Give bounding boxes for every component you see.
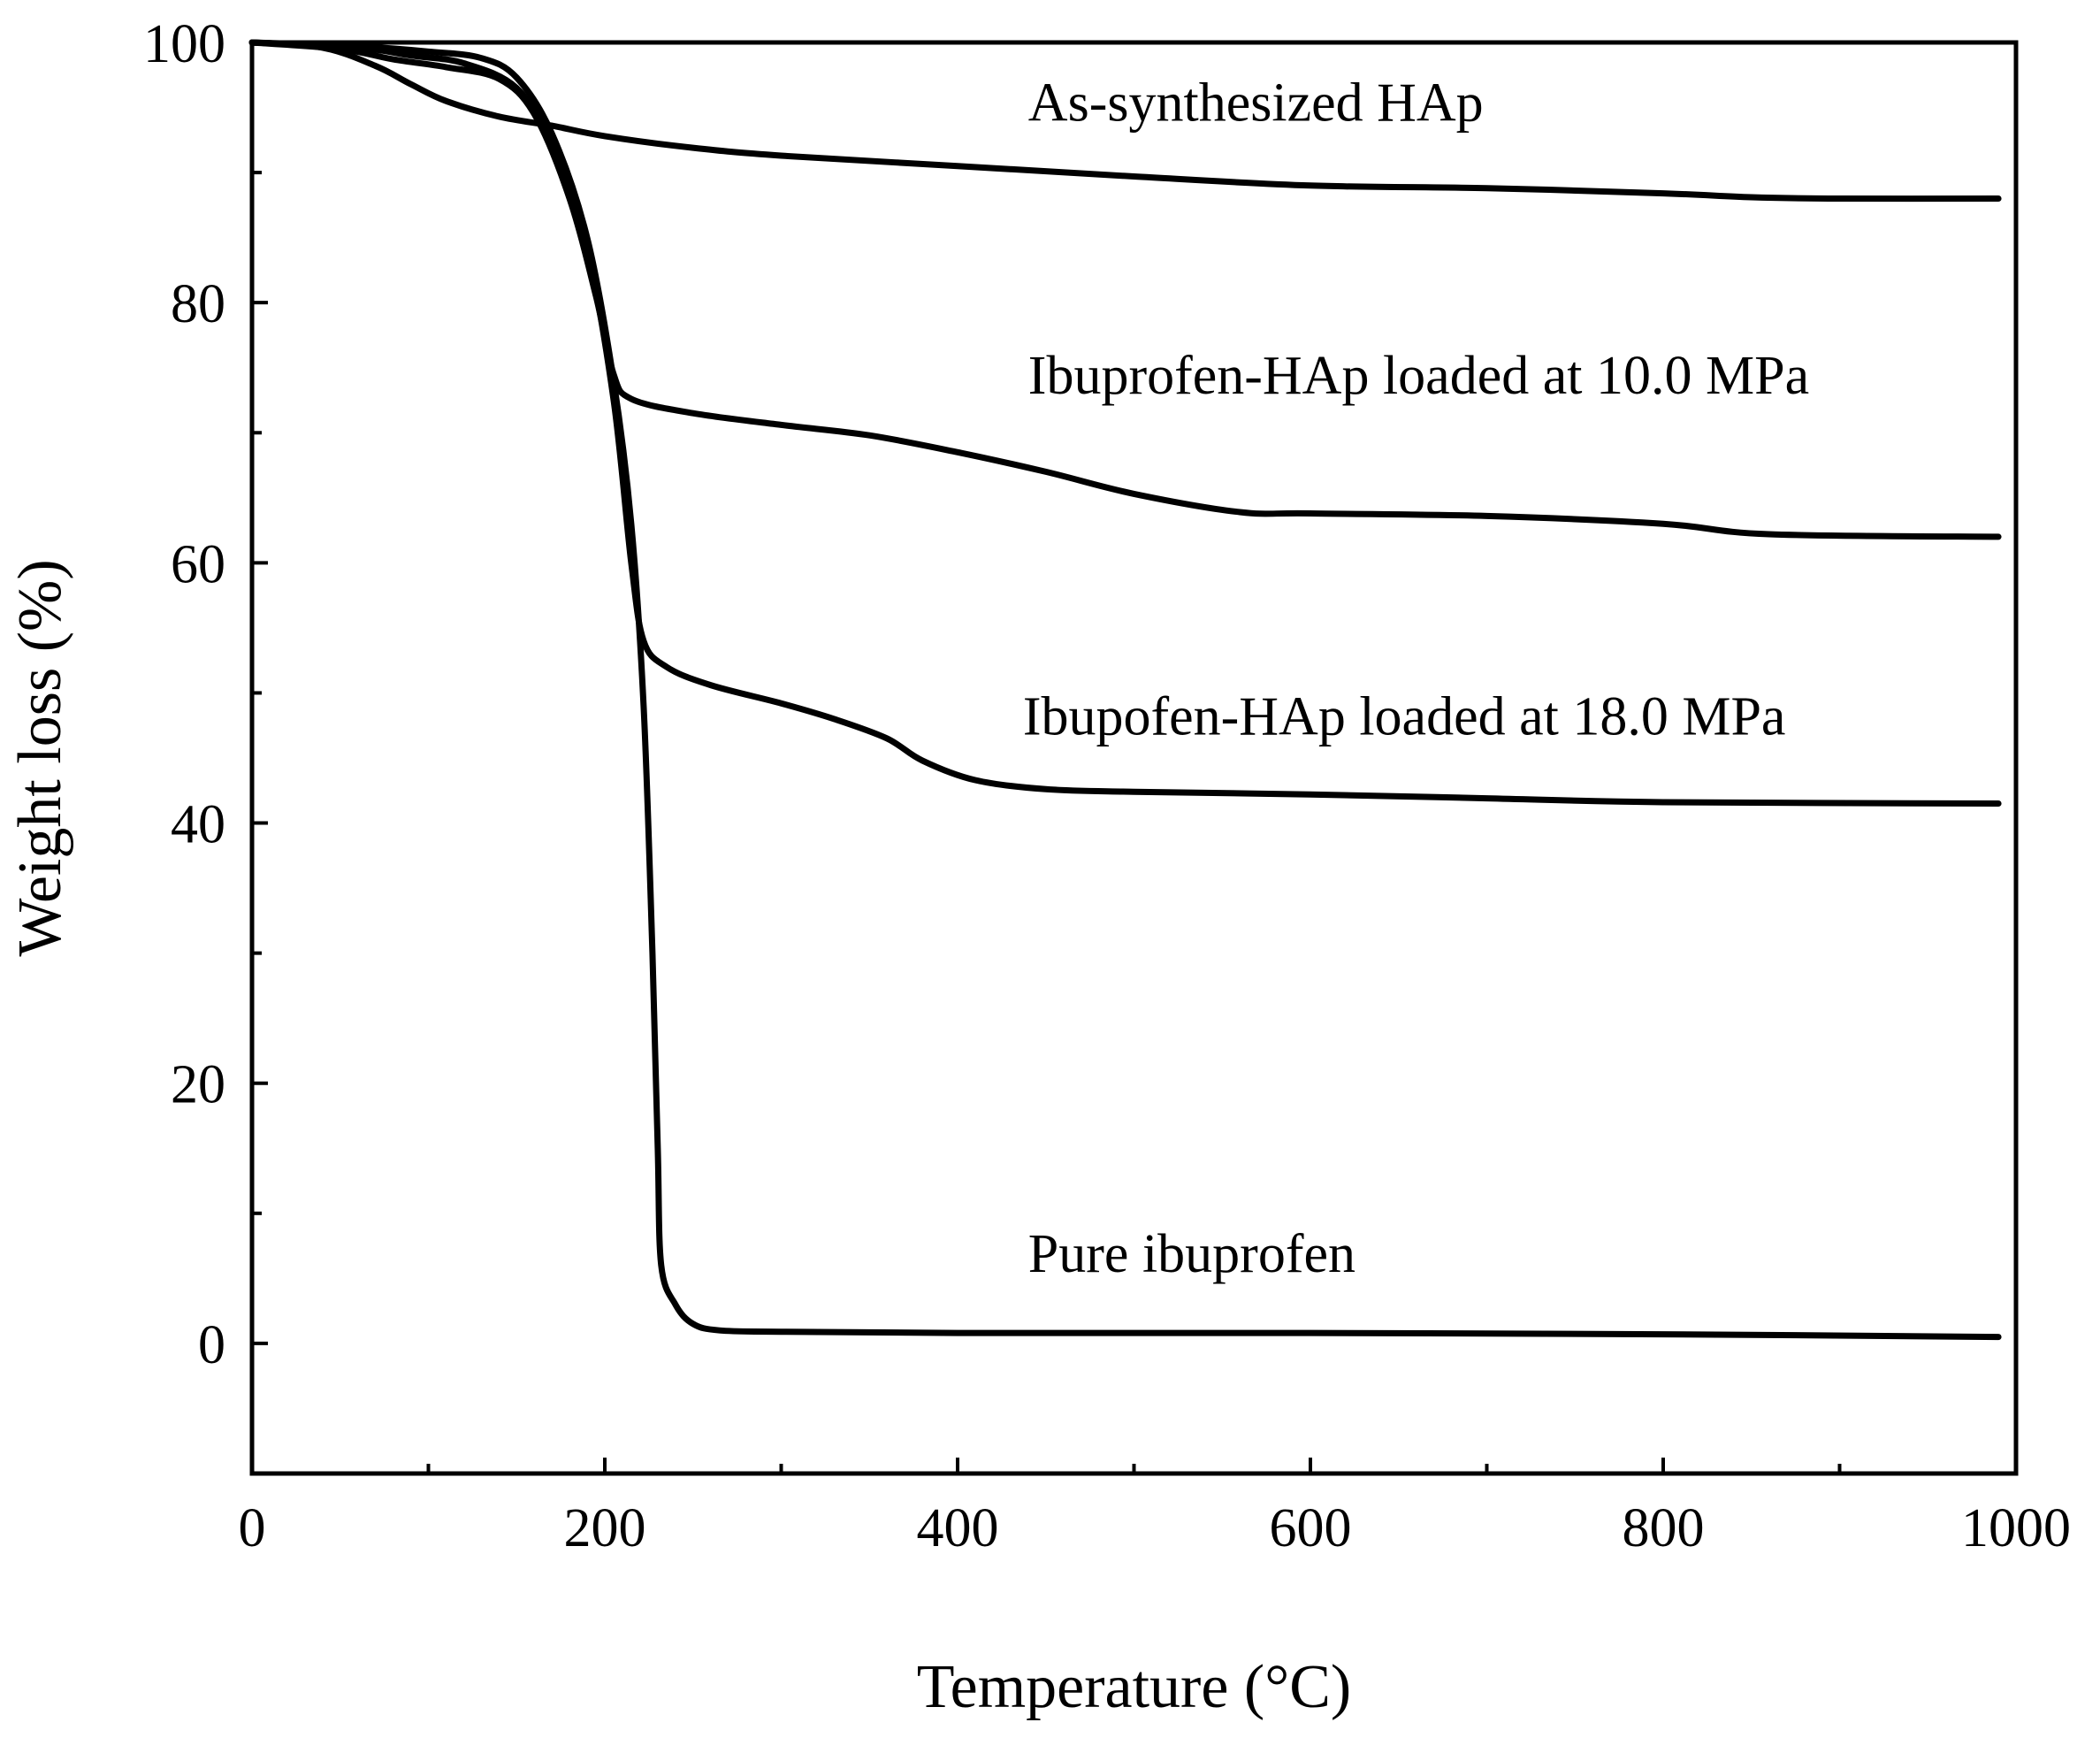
x-tick-label: 200 (564, 1498, 646, 1558)
series-label: As-synthesized HAp (1028, 73, 1484, 133)
y-tick-label: 0 (198, 1315, 225, 1375)
y-tick-label: 20 (171, 1055, 225, 1115)
y-axis-title: Weight loss (%) (6, 559, 74, 956)
series-label: Ibupofen-HAp loaded at 18.0 MPa (1023, 687, 1786, 747)
series-ibupofen-hap-18mpa (248, 39, 2002, 807)
axis-ticks (252, 171, 1842, 1474)
series-labels: As-synthesized HAp Ibuprofen-HAp loaded a… (1023, 73, 1809, 1284)
x-tick-label: 800 (1623, 1498, 1705, 1558)
x-tick-label: 1000 (1961, 1498, 2071, 1558)
x-tick-label: 400 (917, 1498, 999, 1558)
y-tick-label: 60 (171, 534, 225, 594)
series-pure-ibuprofen (248, 39, 2002, 1341)
x-axis-title: Temperature (°C) (917, 1653, 1351, 1721)
y-tick-label: 100 (143, 14, 225, 74)
y-tick-label: 40 (171, 795, 225, 855)
series-as-synthesized-hap (248, 39, 2002, 203)
x-tick-label: 600 (1270, 1498, 1352, 1558)
series-lines (248, 39, 2002, 1341)
y-tick-label: 80 (171, 274, 225, 334)
x-tick-label: 0 (239, 1498, 266, 1558)
series-label: Pure ibuprofen (1028, 1224, 1355, 1284)
tick-labels: 0 200 400 600 800 1000 0 20 40 60 80 100 (143, 14, 2071, 1558)
series-label: Ibuprofen-HAp loaded at 10.0 MPa (1028, 346, 1809, 406)
